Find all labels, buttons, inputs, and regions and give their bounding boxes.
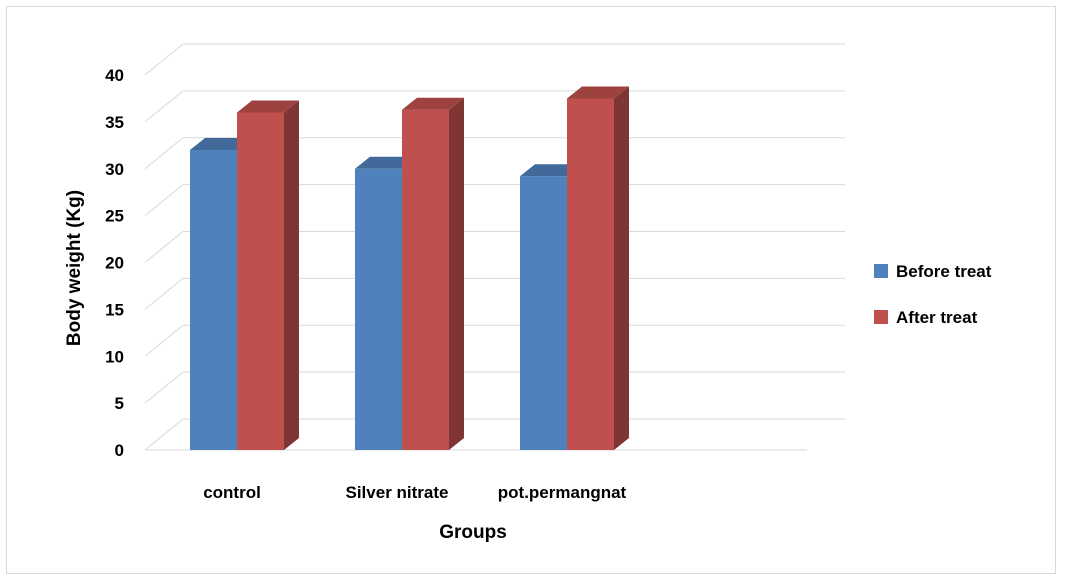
- gridline-diagonal: [144, 137, 184, 170]
- bar: [237, 112, 284, 450]
- y-axis-title: Body weight (Kg): [64, 190, 85, 346]
- y-tick-label: 20: [105, 254, 124, 273]
- bar-side: [614, 86, 629, 450]
- gridline-diagonal: [144, 43, 184, 76]
- bar: [355, 168, 402, 450]
- y-axis-ticks: 0 5 10 15 20 25 30 35 40: [105, 66, 124, 460]
- bars: [190, 86, 629, 450]
- y-tick-label: 5: [115, 394, 124, 413]
- bar-top: [402, 97, 464, 110]
- gridline-diagonal: [144, 90, 184, 123]
- bar: [567, 98, 614, 450]
- gridline-diagonal: [144, 277, 184, 310]
- gridline-diagonal: [144, 324, 184, 357]
- legend-swatch: [874, 264, 888, 278]
- gridline-diagonal: [144, 371, 184, 404]
- legend: Before treat After treat: [874, 262, 992, 327]
- y-tick-label: 10: [105, 347, 124, 366]
- bar-top: [567, 86, 629, 99]
- legend-label: Before treat: [896, 262, 992, 281]
- bar: [402, 109, 449, 450]
- y-tick-label: 40: [105, 66, 124, 85]
- x-axis-categories: control Silver nitrate pot.permangnat: [203, 483, 626, 502]
- y-tick-label: 35: [105, 113, 124, 132]
- bar: [190, 150, 237, 450]
- legend-swatch: [874, 310, 888, 324]
- gridline-diagonal: [144, 184, 184, 217]
- bar-side: [449, 97, 464, 450]
- chart-frame: [6, 6, 1056, 574]
- x-category-label: Silver nitrate: [346, 483, 449, 502]
- bar-top: [520, 164, 582, 177]
- y-tick-label: 0: [115, 441, 124, 460]
- bar-top: [355, 156, 417, 169]
- legend-label: After treat: [896, 308, 978, 327]
- bar: [520, 176, 567, 450]
- x-category-label: control: [203, 483, 261, 502]
- y-tick-label: 25: [105, 207, 124, 226]
- bar-top: [237, 100, 299, 113]
- y-tick-label: 30: [105, 160, 124, 179]
- gridline-diagonal: [144, 231, 184, 263]
- bar-top: [190, 138, 252, 150]
- x-category-label: pot.permangnat: [498, 483, 627, 502]
- gridline-diagonal: [144, 418, 184, 451]
- x-axis-title: Groups: [439, 522, 507, 543]
- bar-side: [284, 100, 299, 450]
- y-tick-label: 15: [105, 300, 124, 319]
